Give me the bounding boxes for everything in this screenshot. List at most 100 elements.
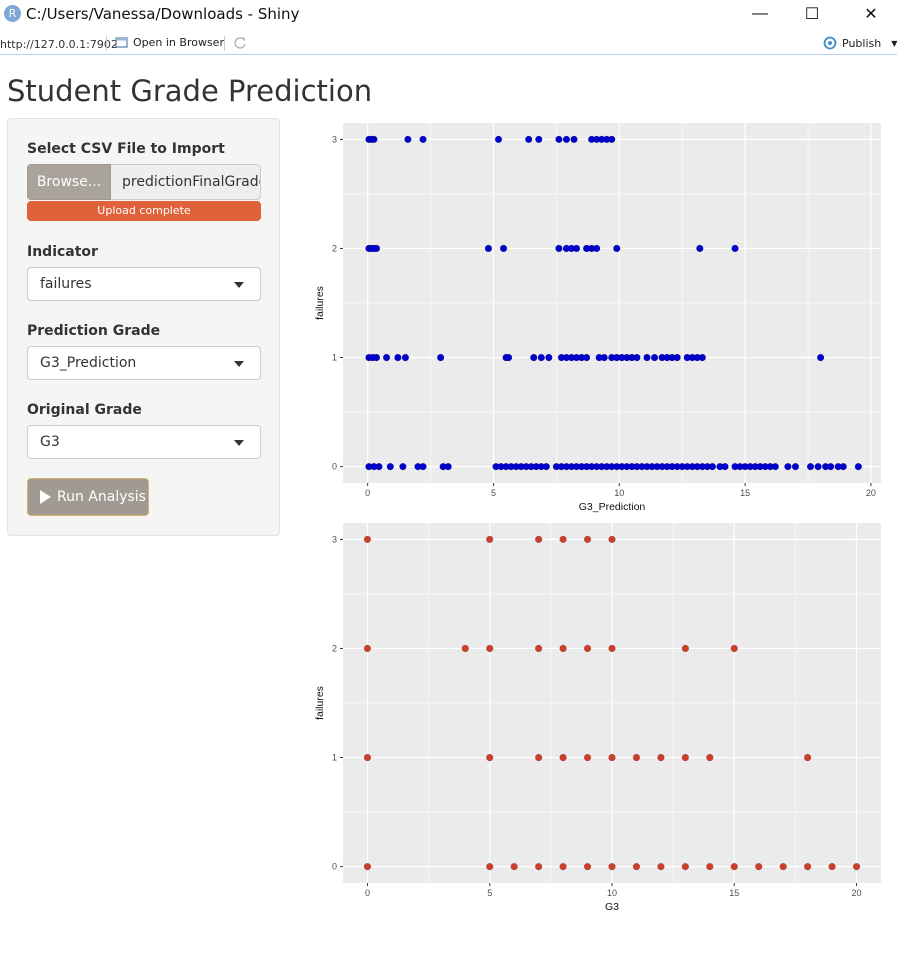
data-point <box>386 463 394 471</box>
data-point <box>363 863 372 871</box>
data-point <box>486 644 494 653</box>
data-point <box>583 644 592 653</box>
data-point <box>771 463 779 471</box>
caret-down-icon <box>234 282 244 288</box>
file-name-field[interactable]: predictionFinalGrade.csv <box>111 164 261 200</box>
original-grade-select[interactable]: G3 <box>27 425 261 459</box>
y-tick-label: 2 <box>332 243 337 253</box>
data-point <box>486 863 494 871</box>
data-point <box>404 135 412 143</box>
data-point <box>559 535 567 543</box>
data-point <box>806 463 815 471</box>
data-point <box>559 753 567 762</box>
toolbar-divider <box>224 36 225 51</box>
data-point <box>555 244 563 253</box>
x-tick-label: 5 <box>487 888 492 898</box>
prediction-grade-label: Prediction Grade <box>27 323 161 339</box>
maximize-button[interactable]: ☐ <box>804 6 820 23</box>
data-point <box>419 135 427 143</box>
x-axis-title: G3 <box>605 901 619 913</box>
data-point <box>828 863 836 871</box>
data-point <box>372 353 381 362</box>
data-point <box>814 463 822 471</box>
data-point <box>363 535 372 543</box>
y-tick-label: 1 <box>332 353 337 363</box>
browse-button[interactable]: Browse... <box>27 164 111 200</box>
data-point <box>827 463 835 471</box>
viewer-toolbar: http://127.0.0.1:7902 Open in Browser Pu… <box>0 33 897 55</box>
data-point <box>839 463 847 471</box>
file-input: Browse... predictionFinalGrade.csv <box>27 164 261 200</box>
x-tick-label: 0 <box>365 488 370 498</box>
sidebar-panel: Select CSV File to Import Browse... pred… <box>7 118 280 536</box>
chevron-down-icon: ▼ <box>891 38 897 48</box>
data-point <box>494 135 503 143</box>
data-point <box>535 753 543 762</box>
minimize-button[interactable]: — <box>752 5 768 22</box>
x-tick-label: 0 <box>365 888 370 898</box>
data-point <box>401 353 410 362</box>
original-scatter-svg: 0 5 10 15 20 0 1 2 3 G3 failures <box>314 523 881 913</box>
indicator-select[interactable]: failures <box>27 267 261 301</box>
data-point <box>708 463 717 471</box>
page-title: Student Grade Prediction <box>7 74 373 108</box>
play-icon <box>40 490 51 504</box>
x-tick-label: 20 <box>866 488 876 498</box>
run-analysis-button[interactable]: Run Analysis <box>27 478 149 516</box>
data-point <box>657 863 665 871</box>
x-tick-label: 15 <box>729 888 739 898</box>
data-point <box>399 463 407 471</box>
data-point <box>537 353 545 362</box>
data-point <box>657 753 665 762</box>
data-point <box>510 863 518 871</box>
data-point <box>681 753 689 762</box>
open-in-browser-button[interactable]: Open in Browser <box>115 36 224 49</box>
data-point <box>444 463 452 471</box>
data-point <box>363 644 372 653</box>
data-point <box>600 353 608 362</box>
original-grade-selected-value: G3 <box>40 434 60 450</box>
window-titlebar: R C:/Users/Vanessa/Downloads - Shiny — ☐… <box>0 0 897 30</box>
data-point <box>721 463 729 471</box>
indicator-label: Indicator <box>27 244 98 260</box>
data-point <box>545 353 553 362</box>
prediction-grade-selected-value: G3_Prediction <box>40 355 137 371</box>
data-point <box>779 863 787 871</box>
upload-status-text: Upload complete <box>97 204 191 217</box>
caret-down-icon <box>234 361 244 367</box>
prediction-grade-select[interactable]: G3_Prediction <box>27 346 261 380</box>
y-tick-label: 0 <box>332 862 337 872</box>
data-point <box>375 463 383 471</box>
y-axis-title: failures <box>314 686 326 720</box>
y-tick-label: 3 <box>332 534 337 544</box>
close-button[interactable]: ✕ <box>864 6 878 23</box>
y-axis-title: failures <box>314 286 326 320</box>
toolbar-divider <box>106 36 107 51</box>
y-tick-label: 3 <box>332 134 337 144</box>
data-point <box>419 463 427 471</box>
data-point <box>804 863 812 871</box>
data-point <box>542 463 550 471</box>
data-point <box>706 863 714 871</box>
data-point <box>608 535 616 543</box>
run-analysis-label: Run Analysis <box>57 489 146 505</box>
original-grade-label: Original Grade <box>27 402 142 418</box>
data-point <box>437 353 445 362</box>
data-point <box>484 244 493 253</box>
data-point <box>784 463 792 471</box>
open-window-icon <box>115 37 128 48</box>
data-point <box>755 863 763 871</box>
caret-down-icon <box>234 440 244 446</box>
window-title: C:/Users/Vanessa/Downloads - Shiny <box>26 5 300 23</box>
data-point <box>555 135 563 143</box>
upload-progress-fill <box>27 201 261 221</box>
data-point <box>608 753 616 762</box>
refresh-icon[interactable] <box>232 35 248 51</box>
open-in-browser-label: Open in Browser <box>133 36 224 49</box>
publish-button[interactable]: Publish ▼ <box>822 36 897 50</box>
x-axis-title: G3_Prediction <box>579 501 646 513</box>
data-point <box>570 135 578 143</box>
data-point <box>583 863 592 871</box>
data-point <box>535 535 543 543</box>
data-point <box>559 644 567 653</box>
